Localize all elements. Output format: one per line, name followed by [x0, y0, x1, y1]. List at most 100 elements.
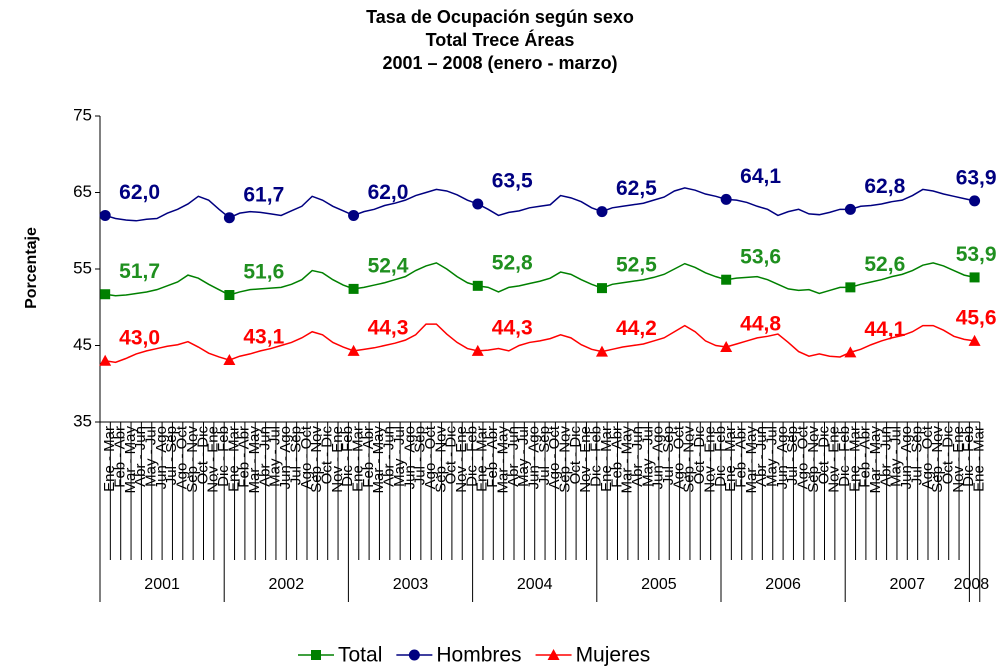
x-tick-label: May - Jul: [391, 426, 408, 487]
year-label: 2001: [144, 576, 180, 593]
data-point: [224, 290, 235, 301]
x-tick-label: Ene - Mar: [225, 426, 242, 492]
x-tick-label: Jul - Sep: [784, 426, 801, 485]
series-line: [105, 262, 975, 297]
x-tick-label: Nov - Ene: [577, 426, 594, 493]
x-tick-label: Ago - Oct: [422, 425, 439, 489]
year-label: 2002: [269, 576, 305, 593]
data-point: [968, 334, 981, 346]
data-point: [348, 209, 360, 221]
x-tick-label: Sep - Nov: [929, 426, 946, 493]
x-tick-label: Nov - Ene: [329, 426, 346, 493]
x-tick-label: May - Jul: [888, 426, 905, 487]
x-tick-label: Sep - Nov: [805, 426, 822, 493]
data-point: [99, 354, 112, 366]
year-label: 2004: [517, 576, 553, 593]
x-tick-label: Dic - Feb: [588, 426, 605, 487]
x-tick-label: Feb - Abr: [360, 426, 377, 488]
x-tick-label: Oct - Dic: [939, 426, 956, 485]
x-tick-label: Sep - Nov: [308, 426, 325, 493]
x-tick-label: Jun - Ago: [277, 426, 294, 489]
x-tick-label: Abr - Jun: [256, 426, 273, 487]
x-tick-label: Jul - Sep: [163, 426, 180, 485]
data-point: [720, 341, 733, 353]
data-point: [471, 344, 484, 356]
x-tick-label: Mar - May: [619, 426, 636, 494]
x-tick-label: Sep - Nov: [184, 426, 201, 493]
data-point: [844, 346, 857, 358]
x-tick-label: May - Jul: [515, 426, 532, 487]
data-point: [844, 203, 856, 215]
year-label: 2005: [641, 576, 677, 593]
x-tick-label: Jun - Ago: [153, 426, 170, 489]
x-tick-label: Dic - Feb: [463, 426, 480, 487]
legend-marker: [408, 649, 420, 661]
x-tick-label: Ago - Oct: [919, 425, 936, 489]
data-point: [348, 283, 359, 294]
data-label: 45,6: [956, 306, 997, 329]
data-point: [721, 274, 732, 285]
y-axis-label: Porcentaje: [23, 227, 40, 309]
x-tick-label: Ene - Mar: [350, 426, 367, 492]
x-tick-label: Ago - Oct: [670, 425, 687, 489]
data-point: [223, 212, 235, 224]
data-label: 44,8: [740, 313, 781, 336]
x-tick-label: Feb - Abr: [236, 426, 253, 488]
data-label: 62,0: [119, 181, 160, 204]
x-tick-label: Nov - Ene: [701, 426, 718, 493]
x-tick-label: Nov - Ene: [205, 426, 222, 493]
year-label: 2008: [954, 576, 990, 593]
x-tick-label: May - Jul: [267, 426, 284, 487]
data-label: 52,8: [492, 251, 533, 274]
data-label: 62,0: [368, 181, 409, 204]
data-point: [100, 289, 111, 300]
data-label: 51,6: [243, 261, 284, 284]
x-tick-label: Abr - Jun: [132, 426, 149, 487]
data-point: [472, 280, 483, 291]
data-label: 64,1: [740, 165, 781, 188]
data-label: 62,8: [864, 175, 905, 198]
x-tick-label: Feb - Abr: [732, 426, 749, 488]
x-tick-label: Jul - Sep: [908, 426, 925, 485]
data-point: [99, 209, 111, 221]
data-label: 51,7: [119, 260, 160, 283]
data-point: [596, 206, 608, 218]
x-tick-label: Jun - Ago: [898, 426, 915, 489]
data-label: 44,3: [368, 316, 409, 339]
year-label: 2003: [393, 576, 429, 593]
y-tick-label: 65: [73, 182, 92, 201]
x-tick-label: Ago - Oct: [795, 425, 812, 489]
x-tick-label: Mar - May: [494, 425, 511, 493]
x-tick-label: Ago - Oct: [546, 425, 563, 489]
year-label: 2006: [765, 576, 801, 593]
x-tick-label: Dic - Feb: [339, 426, 356, 487]
x-tick-label: Nov - Ene: [826, 426, 843, 493]
x-tick-label: Oct - Dic: [194, 426, 211, 485]
x-tick-label: Ene - Mar: [846, 426, 863, 492]
x-tick-label: Abr - Jun: [629, 426, 646, 487]
legend-marker: [311, 650, 321, 660]
legend-marker: [547, 649, 560, 660]
x-tick-label: Ene - Mar: [101, 426, 118, 492]
data-point: [969, 272, 980, 283]
y-tick-label: 35: [73, 411, 92, 430]
x-tick-label: Jun - Ago: [525, 426, 542, 489]
x-tick-label: Oct - Dic: [567, 426, 584, 485]
x-tick-label: Jun - Ago: [401, 426, 418, 489]
data-point: [347, 344, 360, 356]
x-tick-label: Sep - Nov: [432, 426, 449, 493]
data-label: 44,1: [864, 318, 905, 341]
y-tick-label: 45: [73, 335, 92, 354]
legend-label: Total: [338, 644, 382, 667]
data-label: 44,3: [492, 316, 533, 339]
data-point: [472, 198, 484, 210]
y-tick-label: 55: [73, 258, 92, 277]
x-tick-label: Abr - Jun: [753, 426, 770, 487]
x-tick-label: Mar - May: [867, 426, 884, 494]
x-tick-label: Oct - Dic: [691, 426, 708, 485]
x-tick-label: Sep - Nov: [681, 426, 698, 493]
data-label: 52,5: [616, 254, 657, 277]
x-tick-label: Jul - Sep: [536, 426, 553, 485]
data-point: [596, 283, 607, 294]
